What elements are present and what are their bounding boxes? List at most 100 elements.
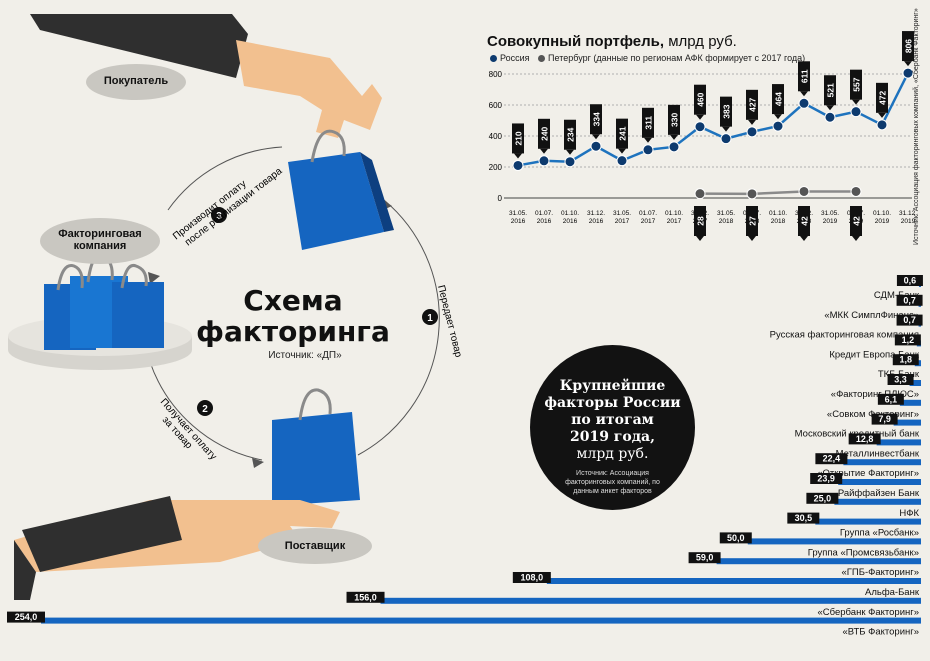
data-point (538, 155, 550, 167)
data-label-flag (616, 118, 628, 149)
x-tick-label: 31.12. 2019 (899, 210, 917, 225)
data-label-pointer (852, 99, 860, 105)
data-label-flag (746, 89, 758, 120)
data-point (694, 188, 706, 200)
data-label: 806 (904, 39, 914, 53)
ranking-title-circle: Крупнейшие факторы России по итогам 2019… (530, 345, 695, 510)
value-label: 0,6 (904, 276, 917, 286)
data-label-pointer (800, 236, 808, 241)
data-point (616, 155, 628, 167)
data-point (902, 67, 914, 79)
factoring-company-label-2: компания (73, 240, 127, 252)
value-label: 6,1 (885, 394, 898, 404)
y-tick-label: 800 (489, 70, 503, 79)
supplier-sleeve (22, 496, 182, 572)
data-label-flag (564, 119, 576, 150)
ranking-title-line-1: Крупнейшие (559, 378, 666, 394)
y-tick-label: 0 (498, 194, 503, 203)
data-point (772, 120, 784, 132)
bar (747, 538, 921, 545)
value-label: 156,0 (354, 592, 377, 602)
x-tick-label: 01.07. 2016 (535, 210, 553, 225)
value-label: 3,3 (894, 375, 907, 385)
bar (838, 479, 921, 485)
value-label-box (896, 314, 923, 326)
value-label-box (896, 275, 923, 286)
x-tick-label: 31.05. 2019 (821, 210, 839, 225)
arrow-head-icon (252, 458, 264, 468)
data-label: 42 (800, 216, 810, 226)
value-label: 254,0 (15, 612, 38, 622)
data-label-flag (902, 31, 914, 62)
data-label: 557 (852, 77, 862, 91)
value-label-box (815, 453, 848, 465)
y-tick-label: 200 (489, 163, 503, 172)
scheme-title-line-1: Схема (243, 284, 343, 317)
data-label: 427 (748, 97, 758, 111)
flow-arc-1 (357, 199, 440, 456)
data-label-pointer (670, 134, 678, 140)
step-2-badge (197, 400, 213, 416)
value-label-box (719, 532, 752, 544)
legend-item-russia: Россия (490, 53, 530, 63)
step-1-number: 1 (427, 313, 433, 324)
value-label: 25,0 (814, 493, 832, 503)
data-label-pointer (748, 236, 756, 241)
x-tick-label: 01.07. 2017 (639, 210, 657, 225)
value-label: 1,2 (902, 335, 915, 345)
data-point (746, 126, 758, 138)
step-3-number: 3 (216, 211, 222, 222)
line-chart-title-bold: Совокупный портфель, (487, 33, 665, 50)
data-label-flag (876, 82, 888, 113)
bag-bottom-icon (272, 412, 360, 506)
data-label-flag (798, 206, 810, 236)
data-label-pointer (514, 153, 522, 159)
bar (876, 439, 921, 446)
data-label: 210 (514, 131, 524, 145)
data-label-pointer (696, 236, 704, 241)
data-point (720, 133, 732, 145)
data-label-flag (850, 206, 862, 236)
portfolio-line-chart: 0 200 400 600 800 31.05. 2016 01.07. 2016 01.10. 2… (489, 31, 917, 241)
buyer-pill: Покупатель (86, 64, 186, 100)
data-label-flag (824, 75, 836, 106)
value-label: 0,7 (903, 315, 916, 325)
data-label-pointer (904, 61, 912, 67)
value-label-box (787, 512, 820, 524)
data-label-flag (694, 206, 706, 236)
value-label-box (877, 393, 904, 405)
value-label-box (806, 492, 839, 504)
data-label: 241 (618, 126, 628, 140)
bar (834, 498, 921, 505)
data-label-pointer (800, 91, 808, 97)
data-label-flag (720, 96, 732, 127)
data-label-flag (668, 104, 680, 135)
value-label-box (810, 473, 843, 484)
value-label-box (887, 374, 914, 385)
bag-top-icon (288, 152, 384, 250)
data-label-pointer (566, 149, 574, 155)
value-label-box (892, 354, 919, 366)
series-line-0 (517, 72, 910, 167)
data-label-pointer (540, 148, 548, 154)
bar (893, 419, 921, 426)
data-point (590, 140, 602, 152)
category-label: Альфа-Банк (865, 587, 920, 598)
data-point (746, 188, 758, 200)
x-tick-label: 01.10. 2017 (665, 210, 683, 225)
value-label: 50,0 (727, 533, 745, 543)
data-label: 334 (592, 112, 602, 126)
scheme-title-line-2: факторинга (196, 315, 390, 348)
data-point (694, 121, 706, 133)
data-label-flag (512, 123, 524, 154)
data-label: 472 (878, 90, 888, 104)
data-point (512, 159, 524, 171)
supplier-pill: Поставщик (258, 528, 372, 564)
value-label: 12,8 (856, 434, 874, 444)
data-label-pointer (774, 114, 782, 120)
ranking-title-line-3: по итогам (571, 412, 654, 428)
x-tick-label: 01.10. 2019 (873, 210, 891, 225)
data-point (642, 144, 654, 156)
bar (41, 617, 921, 624)
data-label: 42 (852, 216, 862, 226)
